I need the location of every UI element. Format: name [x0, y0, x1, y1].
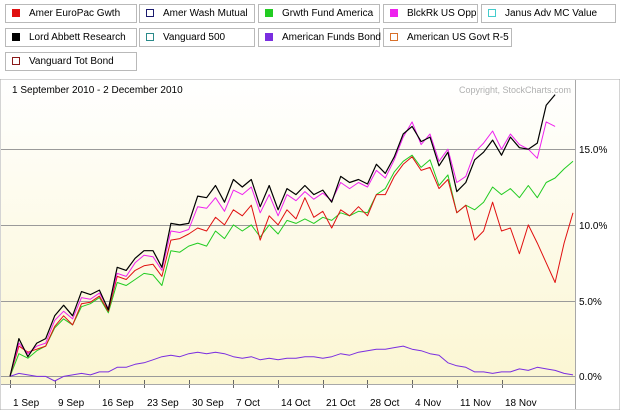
y-tick-label: 0.0% — [579, 372, 602, 383]
x-tick-label: 23 Sep — [147, 398, 179, 409]
price-performance-chart: 1 September 2010 - 2 December 2010 Copyr… — [0, 79, 620, 410]
chart-area: 1 September 2010 - 2 December 2010 Copyr… — [0, 79, 620, 410]
legend-label: Janus Adv MC Value — [505, 8, 598, 19]
x-axis-ticks: 1 Sep 9 Sep 16 Sep 23 Sep 30 Sep 7 Oct 14 Oct 2… — [13, 398, 537, 409]
legend: Amer EuroPac Gwth Amer Wash Mutual Grwth F… — [5, 4, 619, 76]
legend-item[interactable]: Amer Wash Mutual — [139, 4, 255, 23]
legend-item[interactable]: American US Govt R-5 — [383, 28, 512, 47]
legend-swatch — [146, 33, 154, 41]
legend-label: Amer EuroPac Gwth — [29, 8, 121, 19]
x-tick-label: 11 Nov — [460, 398, 491, 409]
legend-swatch — [12, 57, 20, 65]
grid — [1, 80, 576, 409]
x-tick-label: 16 Sep — [102, 398, 134, 409]
legend-label: American US Govt R-5 — [407, 32, 509, 43]
legend-swatch — [12, 9, 20, 17]
legend-item[interactable]: Grwth Fund America — [258, 4, 380, 23]
copyright-watermark: Copyright, StockCharts.com — [459, 85, 571, 95]
plot-background — [1, 80, 575, 384]
series-line-blckrk-us-opp — [9, 121, 556, 377]
legend-label: Lord Abbett Research — [29, 32, 126, 43]
x-tick-label: 30 Sep — [192, 398, 224, 409]
legend-swatch — [265, 9, 273, 17]
x-tick-label: 7 Oct — [236, 398, 260, 409]
x-tick-label: 28 Oct — [370, 398, 400, 409]
y-axis-ticks: 0.0% 5.0% 10.0% 15.0% — [579, 145, 607, 383]
legend-swatch — [146, 9, 154, 17]
x-tick-label: 18 Nov — [505, 398, 537, 409]
legend-item[interactable]: BlckRk US Opp — [383, 4, 478, 23]
legend-swatch — [265, 33, 273, 41]
legend-item[interactable]: Vanguard 500 — [139, 28, 255, 47]
legend-swatch — [12, 33, 20, 41]
x-tick-label: 1 Sep — [13, 398, 40, 409]
series-line-amer-europac-gwth — [9, 156, 574, 377]
legend-swatch — [488, 9, 496, 17]
series-line-american-funds-bond — [9, 345, 574, 382]
legend-swatch — [390, 33, 398, 41]
series-line-grwth-fund-america — [9, 154, 574, 377]
legend-label: Vanguard 500 — [163, 32, 226, 43]
x-tick-label: 4 Nov — [415, 398, 441, 409]
legend-swatch — [390, 9, 398, 17]
series-line-lord-abbett-research — [9, 94, 556, 377]
legend-label: American Funds Bond — [282, 32, 381, 43]
legend-label: Grwth Fund America — [282, 8, 374, 19]
y-tick-label: 5.0% — [579, 297, 602, 308]
x-tick-label: 21 Oct — [326, 398, 356, 409]
legend-label: Amer Wash Mutual — [163, 8, 248, 19]
legend-item[interactable]: American Funds Bond — [258, 28, 381, 47]
series-lines — [9, 94, 574, 382]
legend-label: BlckRk US Opp — [407, 8, 477, 19]
legend-item[interactable]: Vanguard Tot Bond — [5, 52, 137, 71]
x-tick-label: 9 Sep — [58, 398, 85, 409]
legend-item[interactable]: Lord Abbett Research — [5, 28, 137, 47]
legend-item[interactable]: Janus Adv MC Value — [481, 4, 616, 23]
y-tick-label: 15.0% — [579, 145, 607, 156]
y-tick-label: 10.0% — [579, 221, 607, 232]
legend-item[interactable]: Amer EuroPac Gwth — [5, 4, 137, 23]
date-range-label: 1 September 2010 - 2 December 2010 — [12, 85, 183, 96]
legend-label: Vanguard Tot Bond — [29, 56, 114, 67]
x-tick-label: 14 Oct — [281, 398, 311, 409]
